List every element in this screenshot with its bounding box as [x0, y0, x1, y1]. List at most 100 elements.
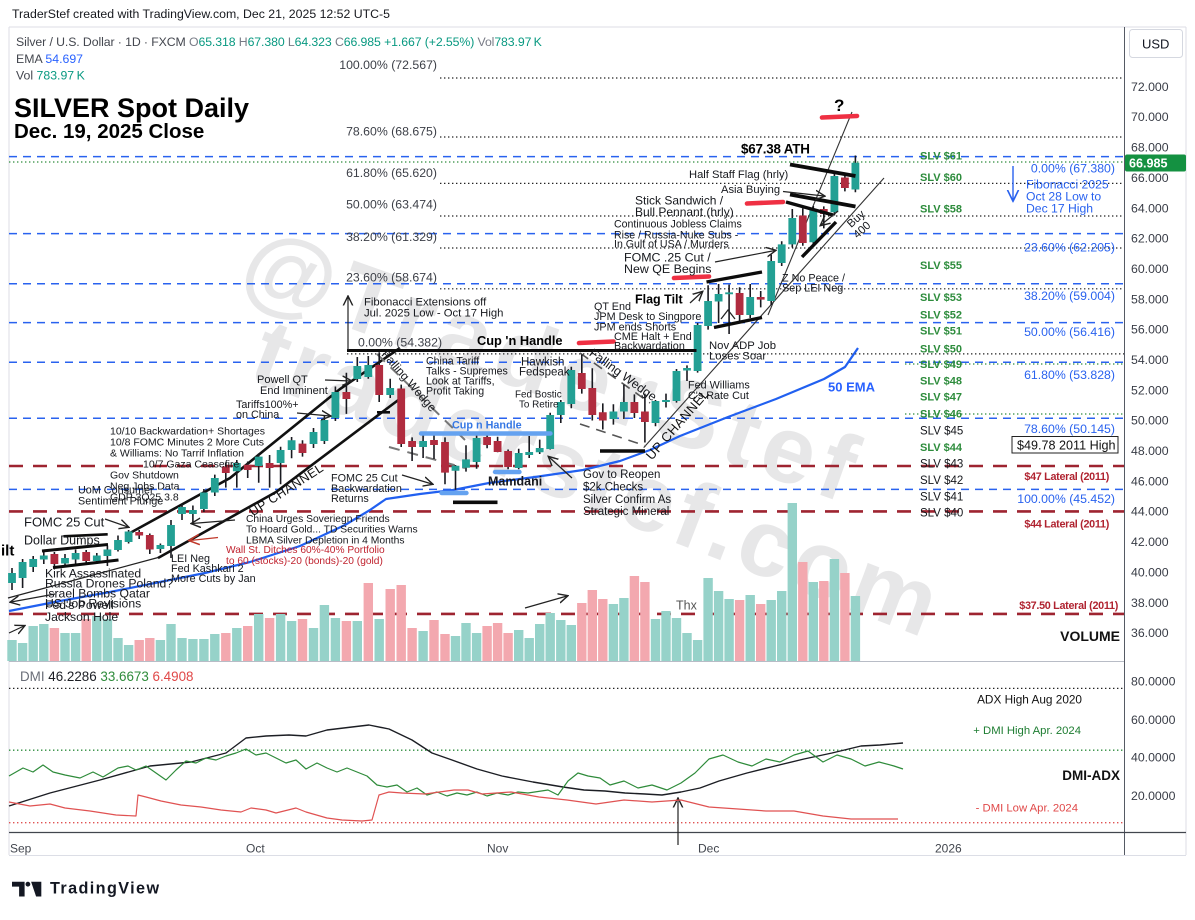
svg-text:SLV $61: SLV $61	[920, 151, 962, 163]
svg-text:Look at Tariffs,: Look at Tariffs,	[426, 376, 495, 388]
svg-text:Returns: Returns	[331, 493, 369, 505]
svg-text:Fed Bostic: Fed Bostic	[515, 390, 562, 401]
svg-text:Neg Jobs Data: Neg Jobs Data	[110, 481, 180, 493]
svg-text:38.20% (59.004): 38.20% (59.004)	[1024, 289, 1115, 303]
svg-text:SLV $43: SLV $43	[920, 459, 963, 471]
svg-text:0.00% (54.382): 0.00% (54.382)	[358, 336, 442, 350]
svg-text:FOMC 25 Cut: FOMC 25 Cut	[24, 515, 105, 530]
svg-text:SLV $40: SLV $40	[920, 508, 963, 520]
svg-text:Rise / Russia-Nuke Subs -: Rise / Russia-Nuke Subs -	[614, 230, 739, 242]
svg-text:ADX High Aug 2020: ADX High Aug 2020	[977, 693, 1082, 707]
svg-text:Z No Peace /: Z No Peace /	[782, 273, 845, 285]
svg-text:UoM Consumer: UoM Consumer	[78, 485, 154, 497]
svg-text:QT End: QT End	[594, 301, 631, 313]
svg-text:?: ?	[834, 96, 844, 115]
svg-text:50.00% (56.416): 50.00% (56.416)	[1024, 325, 1115, 339]
svg-text:China Tariff: China Tariff	[426, 356, 479, 368]
svg-text:ilt: ilt	[1, 543, 14, 560]
svg-text:50.000: 50.000	[1131, 414, 1169, 428]
svg-text:& Williams: No Tarrif Inflatio: & Williams: No Tarrif Inflation	[110, 448, 244, 460]
svg-text:52.000: 52.000	[1131, 383, 1169, 397]
svg-text:78.60% (50.145): 78.60% (50.145)	[1024, 422, 1115, 436]
svg-text:Stick Sandwich /: Stick Sandwich /	[635, 194, 724, 208]
svg-text:44.000: 44.000	[1131, 505, 1169, 519]
svg-text:61.80% (53.828): 61.80% (53.828)	[1024, 368, 1115, 382]
svg-text:48.000: 48.000	[1131, 444, 1169, 458]
svg-text:Fibonacci 2025: Fibonacci 2025	[1026, 178, 1109, 192]
svg-text:Sep: Sep	[10, 842, 32, 856]
svg-text:78.60% (68.675): 78.60% (68.675)	[346, 125, 437, 139]
svg-text:Flag Tilt: Flag Tilt	[635, 293, 684, 307]
svg-text:JPM Desk to Singpore: JPM Desk to Singpore	[594, 311, 701, 323]
svg-text:Fibonacci Extensions off: Fibonacci Extensions off	[364, 297, 487, 309]
svg-text:SLV $42: SLV $42	[920, 475, 963, 487]
svg-text:SLV $52: SLV $52	[920, 310, 962, 322]
svg-text:FOMC .25 Cut /: FOMC .25 Cut /	[624, 251, 711, 265]
svg-text:0.00% (67.380): 0.00% (67.380)	[1031, 162, 1115, 176]
svg-text:$67.38 ATH: $67.38 ATH	[741, 141, 810, 156]
svg-text:$49.78 2011 High: $49.78 2011 High	[1017, 439, 1116, 453]
svg-text:60.000: 60.000	[1131, 262, 1169, 276]
svg-text:GDP 3Q25 3.8: GDP 3Q25 3.8	[110, 492, 179, 504]
svg-text:58.000: 58.000	[1131, 292, 1169, 306]
svg-text:80.0000: 80.0000	[1131, 675, 1176, 689]
svg-text:TradingView: TradingView	[50, 880, 160, 898]
svg-text:Silver Confirm As: Silver Confirm As	[583, 494, 671, 506]
svg-text:New QE Begins: New QE Begins	[624, 262, 711, 276]
svg-text:10/10 Backwardation+ Shortages: 10/10 Backwardation+ Shortages	[110, 426, 265, 438]
svg-text:JPM ends Shorts: JPM ends Shorts	[594, 321, 677, 333]
svg-text:38.20% (61.329): 38.20% (61.329)	[346, 230, 437, 244]
svg-text:SILVER Spot Daily: SILVER Spot Daily	[14, 93, 249, 123]
svg-text:SLV $49: SLV $49	[920, 359, 962, 371]
svg-text:Fed's Powell: Fed's Powell	[45, 598, 114, 612]
svg-text:68.000: 68.000	[1131, 141, 1169, 155]
svg-text:Half Staff Flag (hrly): Half Staff Flag (hrly)	[689, 169, 789, 181]
svg-text:DMI-ADX: DMI-ADX	[1062, 768, 1120, 783]
svg-text:FOMC 25 Cut: FOMC 25 Cut	[331, 473, 398, 485]
svg-text:Loses Soar: Loses Soar	[709, 350, 766, 362]
svg-text:on China: on China	[236, 409, 279, 421]
svg-text:SLV $58: SLV $58	[920, 204, 962, 216]
svg-text:$44 Lateral (2011): $44 Lateral (2011)	[1024, 519, 1109, 531]
svg-text:60.0000: 60.0000	[1131, 713, 1176, 727]
svg-text:+ DMI High Apr. 2024: + DMI High Apr. 2024	[973, 725, 1081, 737]
svg-text:Russia Drones Poland?: Russia Drones Poland?	[45, 577, 173, 591]
svg-text:61.80% (65.620): 61.80% (65.620)	[346, 166, 437, 180]
svg-text:Jul. 2025 Low - Oct 17 High: Jul. 2025 Low - Oct 17 High	[364, 308, 503, 320]
svg-text:Israel Bombs Qatar: Israel Bombs Qatar	[45, 587, 150, 601]
svg-text:54.000: 54.000	[1131, 353, 1169, 367]
svg-text:End Imminent: End Imminent	[260, 385, 328, 397]
svg-text:SLV $47: SLV $47	[920, 392, 962, 404]
svg-text:Oct: Oct	[246, 842, 265, 856]
svg-text:Gov Shutdown: Gov Shutdown	[110, 470, 179, 482]
svg-text:40.0000: 40.0000	[1131, 751, 1176, 765]
svg-text:Cup 'n Handle: Cup 'n Handle	[477, 333, 563, 348]
svg-text:to 60 (stocks)-20 (bonds)-20 (: to 60 (stocks)-20 (bonds)-20 (gold)	[226, 556, 383, 567]
svg-text:66.000: 66.000	[1131, 171, 1169, 185]
svg-text:72.000: 72.000	[1131, 80, 1169, 94]
svg-text:Continuous Jobless Claims: Continuous Jobless Claims	[614, 219, 742, 231]
svg-text:$37.50 Lateral (2011): $37.50 Lateral (2011)	[1019, 600, 1118, 612]
svg-text:SLV $48: SLV $48	[920, 376, 962, 388]
svg-text:Kirk Assassinated: Kirk Assassinated	[45, 567, 141, 581]
svg-text:Strategic Mineral: Strategic Mineral	[583, 506, 669, 518]
svg-text:2026: 2026	[935, 842, 962, 856]
svg-text:20.0000: 20.0000	[1131, 789, 1176, 803]
svg-text:Nov: Nov	[487, 842, 508, 856]
svg-text:SLV $55: SLV $55	[920, 260, 962, 272]
svg-text:10/8 FOMC Minutes 2 More Cuts: 10/8 FOMC Minutes 2 More Cuts	[110, 437, 264, 449]
svg-text:CME Halt + End: CME Halt + End	[614, 331, 692, 343]
svg-text:SLV $41: SLV $41	[920, 492, 963, 504]
svg-text:Fed Williams: Fed Williams	[688, 380, 750, 392]
svg-text:62.000: 62.000	[1131, 232, 1169, 246]
svg-text:50 EMA: 50 EMA	[828, 380, 876, 395]
svg-text:23.60% (62.205): 23.60% (62.205)	[1024, 241, 1115, 255]
svg-text:SLV $50: SLV $50	[920, 344, 962, 356]
svg-text:Sentiment Plunge: Sentiment Plunge	[78, 496, 163, 508]
svg-text:Vol 783.97 K: Vol 783.97 K	[16, 69, 86, 83]
svg-text:Dec. 19, 2025 Close: Dec. 19, 2025 Close	[14, 120, 204, 143]
svg-text:Backwardation: Backwardation	[331, 483, 402, 495]
svg-text:USD: USD	[1142, 37, 1169, 52]
svg-text:Backwardation: Backwardation	[614, 341, 685, 353]
svg-text:LBMA Silver Depletion in 4 Mon: LBMA Silver Depletion in 4 Months	[246, 535, 405, 546]
